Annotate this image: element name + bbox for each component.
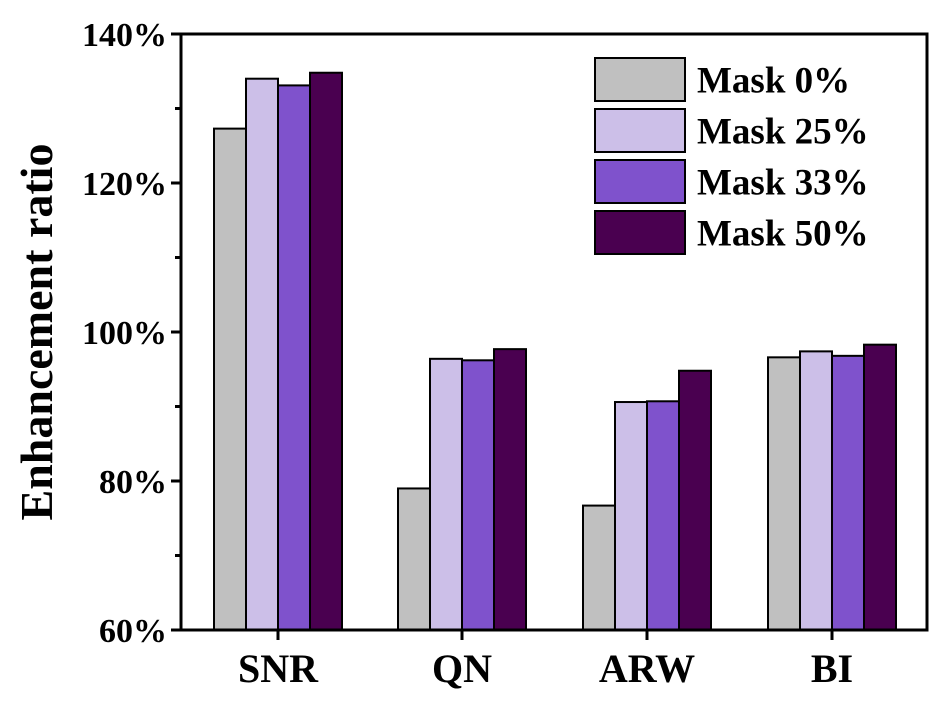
legend-label: Mask 25%: [697, 112, 869, 153]
x-category-label: ARW: [599, 646, 695, 691]
y-axis: 60% 80% 100% 120% 140%: [82, 17, 181, 650]
y-tick-label: 140%: [82, 17, 167, 54]
bar-bi-3: [831, 354, 865, 631]
legend-label: Mask 50%: [697, 214, 869, 255]
bar-qn-1: [397, 487, 431, 632]
x-category-label: SNR: [238, 646, 319, 691]
bar-arw-4: [678, 369, 712, 631]
bar-arw-1: [582, 504, 616, 631]
bar-bi-1: [767, 356, 801, 631]
bar-snr-4: [309, 71, 343, 632]
bar-qn-4: [493, 348, 527, 631]
legend-label: Mask 0%: [697, 61, 850, 102]
x-category-label: QN: [432, 646, 492, 691]
legend-swatch: [594, 210, 686, 255]
bar-snr-2: [245, 77, 279, 631]
y-tick-label: 60%: [99, 613, 167, 650]
bar-bi-4: [863, 343, 897, 631]
bar-arw-3: [646, 400, 680, 631]
bar-arw-2: [614, 401, 648, 631]
x-axis: SNR QN ARW BI: [238, 630, 853, 691]
y-tick-label: 120%: [82, 166, 167, 203]
bars-layer: [213, 71, 897, 632]
bar-snr-3: [277, 84, 311, 631]
y-tick-label: 80%: [99, 464, 167, 501]
legend: Mask 0% Mask 25% Mask 33% Mask 50%: [594, 57, 869, 255]
y-axis-label: Enhancement ratio: [11, 144, 62, 521]
legend-swatch: [594, 159, 686, 204]
legend-swatch: [594, 57, 686, 102]
x-category-label: BI: [811, 646, 853, 691]
bar-qn-2: [429, 357, 463, 631]
legend-swatch: [594, 108, 686, 153]
bar-snr-1: [213, 127, 247, 632]
bar-qn-3: [461, 359, 495, 631]
bar-bi-2: [799, 350, 833, 631]
y-tick-label: 100%: [82, 315, 167, 352]
legend-label: Mask 33%: [697, 163, 869, 204]
